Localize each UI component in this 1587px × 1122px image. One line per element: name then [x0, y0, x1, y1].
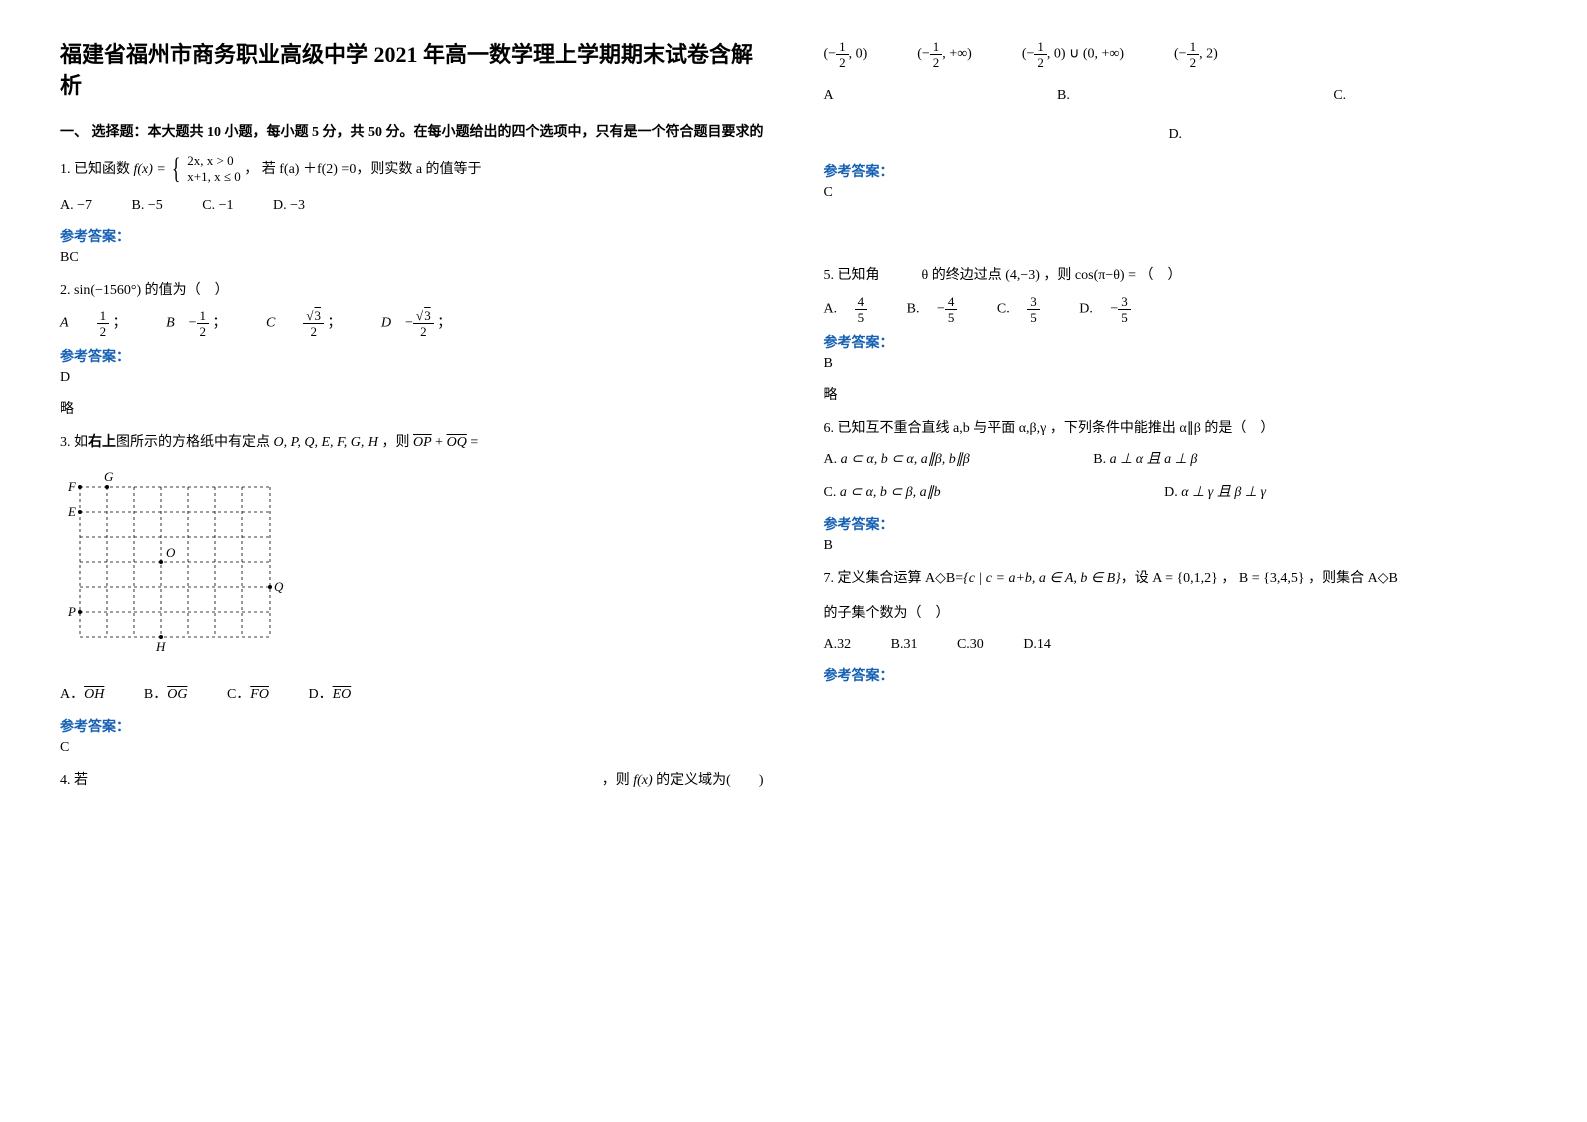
q4-option-D: D. [824, 122, 1528, 147]
grid-O: O [166, 545, 176, 560]
q5-options: A. 45 B. −45 C. 35 D. −35 [824, 295, 1528, 324]
grid-H: H [155, 639, 166, 654]
q7-a: 7. 定义集合运算 A◇B= [824, 571, 964, 586]
q7-optA: A.32 [824, 632, 852, 657]
grid-P: P [67, 604, 76, 619]
q7-set: {c | c = a+b, a ∈ A, b ∈ B} [963, 571, 1121, 586]
q3-optA: OH [84, 687, 104, 702]
q3-grid: F G E O Q P H [60, 467, 290, 667]
question-2: 2. sin(−1560°) 的值为（ ） [60, 278, 764, 303]
q3-ans-label: 参考答案： [60, 716, 764, 736]
question-1: 1. 已知函数 f(x) = { 2x, x > 0 x+1, x ≤ 0 ， … [60, 153, 764, 187]
q3-vec-op: OP [413, 435, 432, 450]
q3-suf: ，则 [378, 435, 413, 450]
q7-c: 的子集个数为（ ） [824, 601, 1528, 626]
q4-D: D. [1168, 122, 1182, 147]
q5-ans-label: 参考答案： [824, 332, 1528, 352]
q7-optC: C.30 [957, 632, 984, 657]
q1-piece2: x+1, x ≤ 0 [187, 169, 240, 184]
grid-F: F [67, 479, 77, 494]
q7-optD: D.14 [1023, 632, 1051, 657]
q1-optD: D. −3 [273, 193, 305, 218]
q3-options: A．OH B．OG C．FO D．EO [60, 682, 764, 707]
q6-options-row2: C. a ⊂ α, b ⊂ β, a∥b D. α ⊥ γ 且 β ⊥ γ [824, 480, 1528, 505]
q4-A: A [824, 83, 854, 108]
page-title: 福建省福州市商务职业高级中学 2021 年高一数学理上学期期末试卷含解析 [60, 40, 764, 102]
q3-mid: 图所示的方格纸中有定点 [116, 435, 274, 450]
q6-optC: a ⊂ α, b ⊂ β, a∥b [840, 485, 941, 500]
q7-options: A.32 B.31 C.30 D.14 [824, 632, 1528, 657]
q7-b: ，设 A = {0,1,2} ， B = {3,4,5} ，则集合 A◇B [1121, 571, 1398, 586]
q1-optA: A. −7 [60, 193, 92, 218]
question-3: 3. 如右上图所示的方格纸中有定点 O, P, Q, E, F, G, H ，则… [60, 430, 764, 455]
q1-piecewise: { 2x, x > 0 x+1, x ≤ 0 [169, 153, 240, 187]
q1-ans-label: 参考答案： [60, 226, 764, 246]
q6-options-row1: A. a ⊂ α, b ⊂ α, a∥β, b∥β B. a ⊥ α 且 a ⊥… [824, 447, 1528, 472]
grid-Q: Q [274, 579, 284, 594]
q3-pts: O, P, Q, E, F, G, H [274, 435, 379, 450]
q6-optA: a ⊂ α, b ⊂ α, a∥β, b∥β [841, 452, 970, 467]
question-4: 4. 若 ，则 f(x) 的定义域为( ) [60, 768, 764, 793]
q3-optB: OG [167, 687, 187, 702]
q2-note: 略 [60, 398, 764, 418]
q6-ans: B [824, 538, 1528, 554]
q3-ans: C [60, 740, 764, 756]
q2-options: A 12 ； B −12 ； C √32 ； D −√32 ； [60, 309, 764, 338]
q1-suffix: ， 若 f(a) ＋f(2) =0，则实数 a 的值等于 [244, 162, 481, 177]
section-1-heading: 一、 选择题：本大题共 10 小题，每小题 5 分，共 50 分。在每小题给出的… [60, 122, 764, 143]
q1-optC: C. −1 [202, 193, 233, 218]
q2-ans: D [60, 370, 764, 386]
q3-vec-oq: OQ [447, 435, 467, 450]
q2-ans-label: 参考答案： [60, 346, 764, 366]
q4-C: C. [1333, 83, 1346, 108]
q6-ans-label: 参考答案： [824, 514, 1528, 534]
q4-ans: C [824, 185, 1528, 201]
q4-B: B. [1057, 83, 1070, 108]
q4-option-expressions: (−12, 0) (−12, +∞) (−12, 0) ∪ (0, +∞) (−… [824, 40, 1528, 69]
q5-ans: B [824, 356, 1528, 372]
q1-ans: BC [60, 250, 764, 266]
q1-optB: B. −5 [132, 193, 163, 218]
q3-eq: = [467, 435, 478, 450]
q1-prefix: 1. 已知函数 [60, 162, 130, 177]
grid-G: G [104, 469, 114, 484]
q1-piece1: 2x, x > 0 [187, 153, 233, 168]
q3-optD: EO [333, 687, 352, 702]
question-5: 5. 已知角 θ 的终边过点 (4,−3) ，则 cos(π−θ) = （ ） [824, 263, 1528, 288]
q3-bold: 右上 [88, 435, 116, 450]
q4-left: 4. 若 [60, 768, 88, 793]
q4-ans-label: 参考答案： [824, 161, 1528, 181]
question-6: 6. 已知互不重合直线 a,b 与平面 α,β,γ ，下列条件中能推出 α∥β … [824, 416, 1528, 441]
q4-option-labels: A B. C. [824, 83, 1528, 108]
q7-optB: B.31 [891, 632, 918, 657]
q1-func: f(x) = [134, 162, 170, 177]
q3-optC: FO [250, 687, 269, 702]
q3-prefix: 3. 如 [60, 435, 88, 450]
grid-E: E [67, 504, 76, 519]
q5-note: 略 [824, 384, 1528, 404]
q6-optB: a ⊥ α 且 a ⊥ β [1110, 452, 1198, 467]
q7-ans-label: 参考答案： [824, 665, 1528, 685]
q1-options: A. −7 B. −5 C. −1 D. −3 [60, 192, 764, 217]
q6-optD: α ⊥ γ 且 β ⊥ γ [1181, 485, 1266, 500]
q4-right: ，则 f(x) 的定义域为( ) [602, 768, 764, 793]
question-7: 7. 定义集合运算 A◇B={c | c = a+b, a ∈ A, b ∈ B… [824, 566, 1528, 591]
